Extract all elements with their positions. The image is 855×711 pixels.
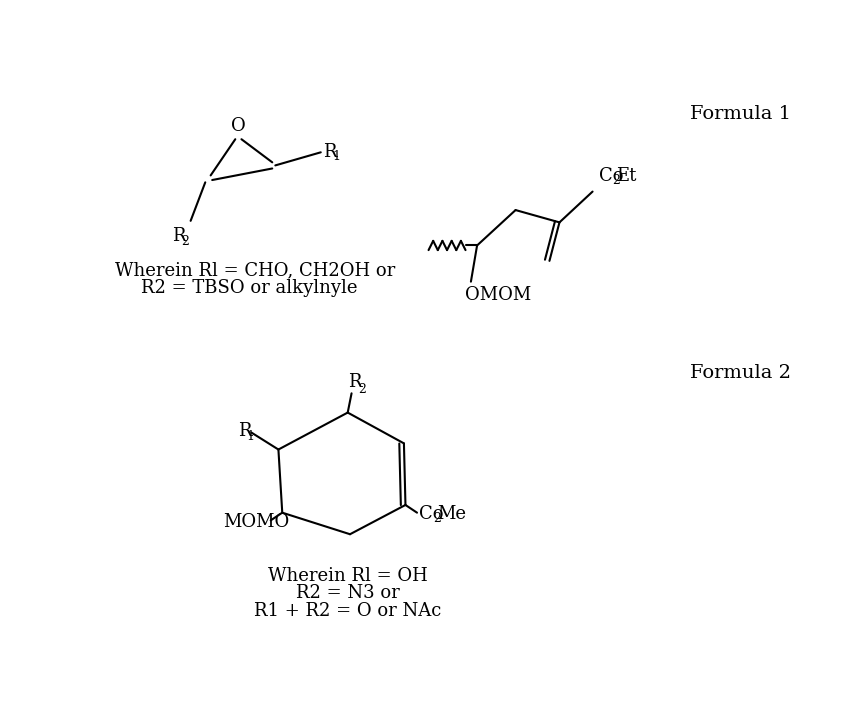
Text: R2 = N3 or: R2 = N3 or	[296, 584, 399, 602]
Text: 2: 2	[433, 513, 441, 525]
Text: R: R	[238, 422, 251, 440]
Text: R2 = TBSO or alkylnyle: R2 = TBSO or alkylnyle	[141, 279, 358, 297]
Text: Wherein Rl = CHO, CH2OH or: Wherein Rl = CHO, CH2OH or	[115, 261, 395, 279]
Text: R: R	[172, 227, 186, 245]
Text: Formula 1: Formula 1	[690, 105, 792, 122]
Text: 2: 2	[181, 235, 189, 247]
Text: OMOM: OMOM	[465, 286, 531, 304]
Text: 2: 2	[357, 383, 366, 395]
Text: Formula 2: Formula 2	[690, 364, 792, 382]
Text: O: O	[231, 117, 245, 135]
Text: Et: Et	[616, 167, 637, 185]
Text: 1: 1	[333, 149, 340, 163]
Text: Wherein Rl = OH: Wherein Rl = OH	[268, 567, 428, 584]
Text: R1 + R2 = O or NAc: R1 + R2 = O or NAc	[254, 602, 441, 620]
Text: R: R	[323, 142, 337, 161]
Text: 1: 1	[247, 430, 255, 443]
Text: R: R	[349, 373, 362, 391]
Text: 2: 2	[612, 174, 621, 187]
Text: Me: Me	[437, 506, 466, 523]
Text: MOMO: MOMO	[223, 513, 289, 531]
Text: Co: Co	[419, 506, 443, 523]
Text: Co: Co	[598, 167, 623, 185]
